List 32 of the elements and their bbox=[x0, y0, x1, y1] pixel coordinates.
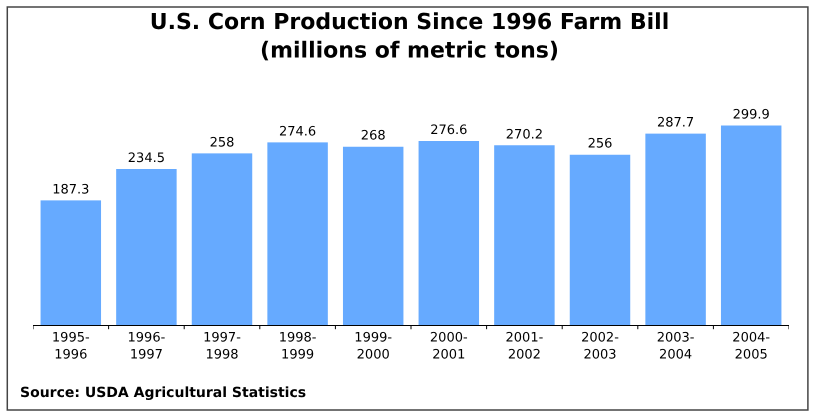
bar bbox=[570, 154, 630, 325]
chart-title: U.S. Corn Production Since 1996 Farm Bill (millions of metric tons) bbox=[150, 10, 670, 64]
data-label: 268 bbox=[360, 128, 386, 144]
x-tick-label: 2002-2003 bbox=[581, 330, 620, 362]
data-label: 274.6 bbox=[278, 124, 316, 140]
x-tick-label: 2001-2002 bbox=[506, 330, 544, 362]
data-label: 287.7 bbox=[656, 116, 694, 131]
x-tick-label: 1996-1997 bbox=[128, 330, 166, 362]
data-label: 270.2 bbox=[506, 127, 544, 142]
bar bbox=[40, 200, 102, 325]
bar bbox=[342, 146, 404, 325]
x-tick-label: 2000-2001 bbox=[430, 330, 468, 362]
bar bbox=[720, 126, 782, 325]
data-label: 256 bbox=[588, 136, 612, 152]
x-tick-label: 1998-1999 bbox=[278, 330, 317, 362]
data-label: 299.9 bbox=[732, 108, 770, 122]
data-label: 187.3 bbox=[52, 182, 90, 198]
data-label: 258 bbox=[210, 135, 234, 150]
bar bbox=[418, 141, 480, 325]
bar bbox=[192, 153, 252, 325]
x-tick-label: 2003-2004 bbox=[656, 330, 695, 362]
bar bbox=[267, 142, 328, 325]
data-label: 276.6 bbox=[430, 123, 468, 138]
x-tick-label: 1997-1998 bbox=[203, 330, 242, 362]
bar bbox=[645, 134, 706, 325]
x-tick-label: 1995-1996 bbox=[52, 330, 90, 362]
x-tick-label: 2004-2005 bbox=[732, 330, 770, 362]
x-tick-label: 1999-2000 bbox=[354, 330, 392, 362]
source-note: Source: USDA Agricultural Statistics bbox=[20, 385, 306, 401]
bar bbox=[494, 145, 555, 325]
bar bbox=[116, 169, 177, 325]
data-label: 234.5 bbox=[128, 151, 166, 166]
